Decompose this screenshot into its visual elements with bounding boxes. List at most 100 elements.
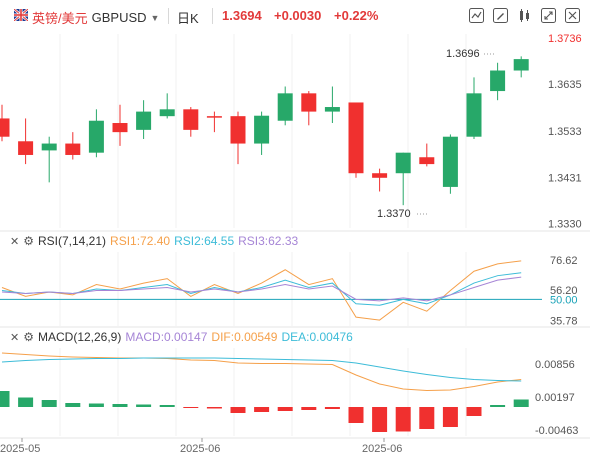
macd-bar (490, 405, 506, 407)
indicator-icon[interactable] (517, 8, 532, 23)
candle (206, 116, 222, 118)
macd-bar (159, 405, 175, 407)
macd-bar (0, 391, 10, 407)
rsi3-legend: RSI3:62.33 (238, 234, 299, 248)
macd-bar (183, 407, 199, 408)
close-icon[interactable]: ✕ (10, 235, 20, 248)
rsi-line-rsi1 (1, 260, 522, 321)
x-axis: 2025-05 2025-06 2025-06 (0, 438, 402, 455)
rsi-title: RSI(7,14,21) (37, 234, 107, 248)
rsi-tick-label: 76.62 (550, 255, 578, 267)
candle (159, 109, 175, 117)
macd-histogram (0, 391, 529, 432)
toolbar: 英镑/美元 GBPUSD ▼ 日K 1.3694 +0.0030 +0.22% (0, 0, 590, 32)
x-tick-label: 2025-06 (362, 443, 402, 455)
symbol-name: 英镑/美元 (32, 11, 88, 26)
uk-flag-icon (14, 9, 28, 21)
candle (41, 143, 57, 151)
candle (513, 59, 529, 71)
candle (183, 109, 199, 130)
macd-line-dif (1, 352, 522, 392)
price-tick-label: 1.3431 (548, 172, 582, 184)
candle (88, 120, 104, 153)
macd-axis: 0.00856 0.00197 -0.00463 (535, 359, 578, 437)
rsi1-legend: RSI1:72.40 (110, 234, 171, 248)
macd-bar (442, 407, 458, 427)
low-annotation: 1.3370 (377, 208, 411, 220)
symbol-selector[interactable]: 英镑/美元 GBPUSD ▼ (32, 8, 159, 27)
close-icon[interactable]: ✕ (10, 331, 20, 344)
candle (65, 143, 81, 155)
high-annotation: 1.3696 (446, 48, 480, 60)
rsi-series (0, 260, 542, 321)
macd-bar (466, 407, 482, 416)
candle (254, 115, 270, 144)
x-tick-label: 2025-05 (0, 443, 40, 455)
macd-bar (348, 407, 364, 423)
macd-bar (18, 397, 34, 407)
macd-title: MACD(12,26,9) (37, 330, 122, 344)
macd-legend: MACD:0.00147 (125, 330, 208, 344)
price-tick-label: 1.3635 (548, 79, 582, 91)
gear-icon[interactable]: ⚙ (23, 234, 34, 248)
candle (324, 107, 340, 112)
candle (395, 152, 411, 174)
macd-bar (206, 407, 222, 409)
dea-legend: DEA:0.00476 (281, 330, 353, 344)
candle (0, 118, 10, 137)
macd-bar (301, 407, 317, 410)
last-price: 1.3694 (222, 8, 262, 23)
x-tick-label: 2025-06 (180, 443, 220, 455)
macd-bar (65, 403, 81, 407)
rsi-line-rsi2 (1, 272, 522, 306)
price-tick-label: 1.3330 (548, 218, 582, 230)
symbol-code: GBPUSD (91, 10, 147, 25)
candle (490, 70, 506, 92)
macd-bar (230, 407, 246, 413)
macd-bar (136, 404, 152, 407)
fullscreen-icon[interactable] (541, 8, 556, 23)
price-tick-label: 1.3533 (548, 126, 582, 138)
macd-bar (88, 403, 104, 407)
gear-icon[interactable]: ⚙ (23, 330, 34, 344)
macd-tick-label: 0.00197 (535, 392, 575, 404)
divider (168, 8, 169, 24)
candlestick-series (0, 53, 529, 215)
period-selector[interactable]: 日K (177, 8, 199, 27)
chart-type-icon[interactable] (469, 8, 484, 23)
rsi-line-rsi3 (1, 276, 522, 302)
candle (112, 123, 128, 133)
rsi-tick-label: 35.78 (550, 315, 578, 327)
candle (18, 141, 34, 155)
settings-icon[interactable] (565, 8, 580, 23)
price-change: +0.0030 (274, 8, 322, 23)
macd-bar (112, 404, 128, 407)
price-axis: 1.3736 1.3635 1.3533 1.3431 1.3330 (548, 33, 582, 230)
candle (466, 93, 482, 137)
macd-line-dea (1, 357, 522, 382)
macd-tick-label: -0.00463 (535, 425, 578, 437)
macd-bar (395, 407, 411, 432)
macd-bar (254, 407, 270, 412)
dif-legend: DIF:0.00549 (211, 330, 278, 344)
draw-icon[interactable] (493, 8, 508, 23)
candle (372, 173, 388, 178)
candle (301, 93, 317, 112)
candle (136, 111, 152, 130)
period-label: 日K (177, 11, 199, 26)
candle (442, 136, 458, 187)
divider (212, 8, 213, 24)
rsi-tick-label: 56.20 (550, 285, 578, 297)
chevron-down-icon: ▼ (150, 12, 160, 23)
candle (230, 116, 246, 144)
macd-bar (324, 407, 340, 409)
grid-lines (0, 34, 590, 439)
macd-bar (419, 407, 435, 429)
candle (277, 93, 293, 121)
candle (419, 157, 435, 165)
rsi-tick-label: 50.00 (550, 294, 578, 306)
macd-bar (41, 400, 57, 407)
candle (348, 102, 364, 174)
